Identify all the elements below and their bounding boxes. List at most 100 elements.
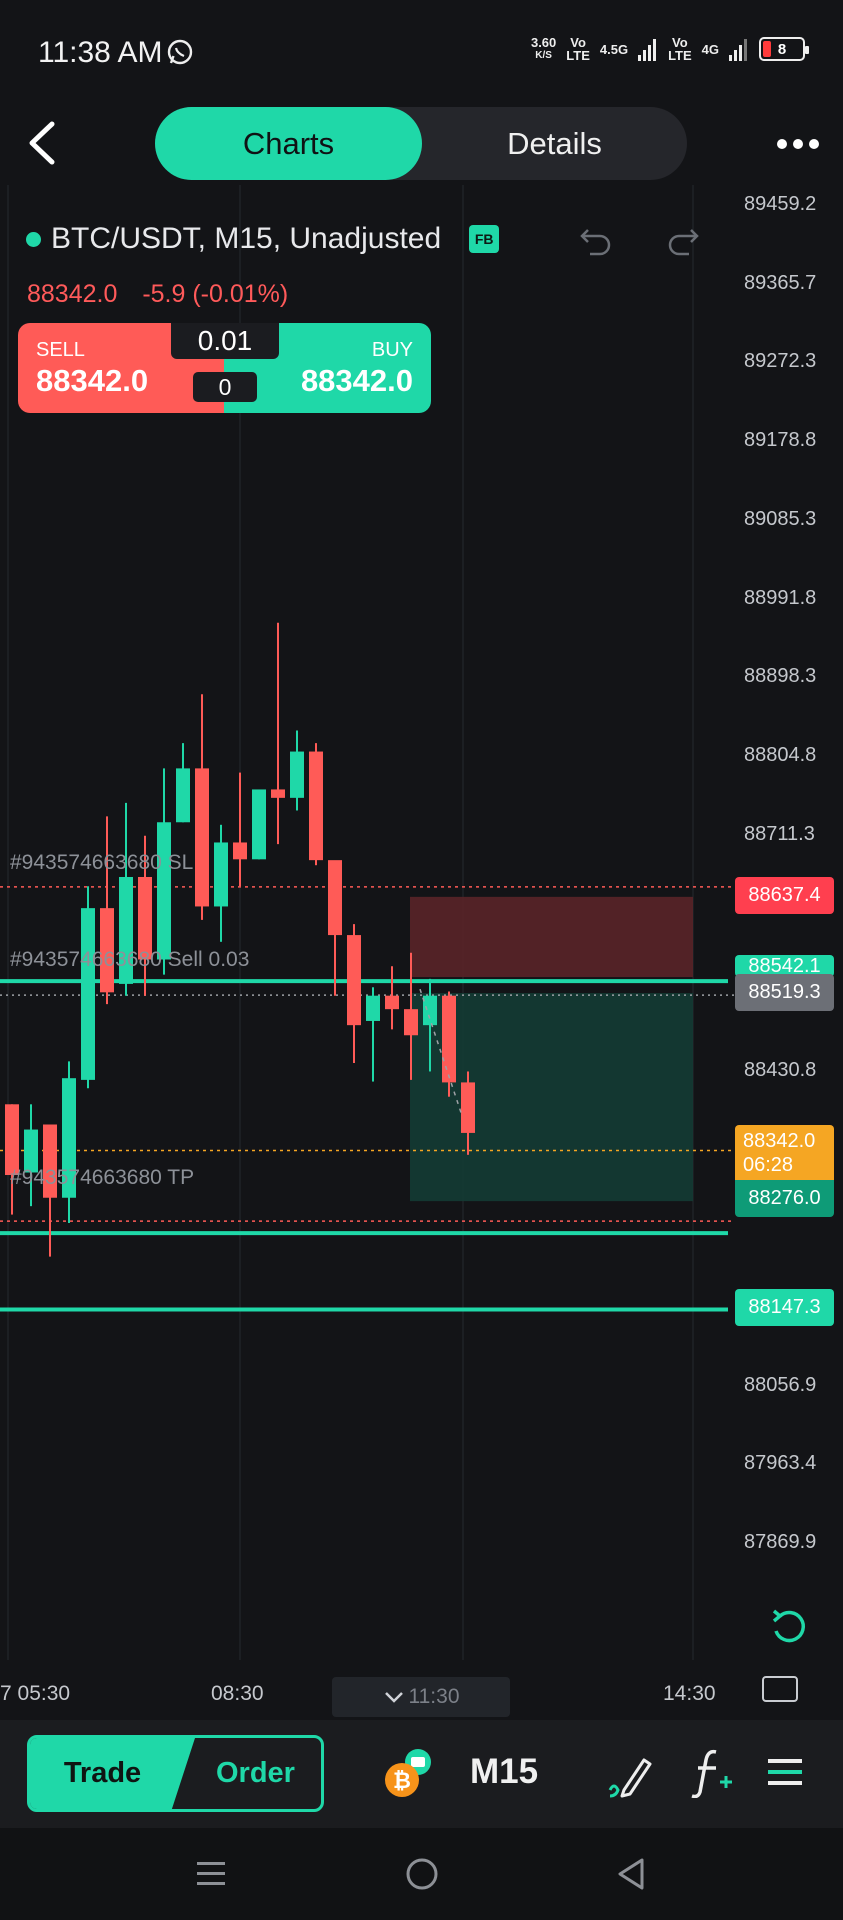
- buy-price: 88342.0: [300, 363, 413, 398]
- take-profit-zone: [410, 993, 693, 1202]
- sim2-label: Vo LTE: [668, 35, 692, 63]
- home-icon[interactable]: [404, 1856, 440, 1892]
- sl-price-tag: 88637.4: [735, 877, 834, 914]
- order-connector-line: [419, 988, 463, 1116]
- trade-button[interactable]: Trade: [30, 1738, 195, 1809]
- bottom-toolbar: Trade Order ₿ M15: [0, 1720, 843, 1828]
- tab-charts[interactable]: Charts: [155, 107, 422, 180]
- bar-countdown: 06:28: [743, 1154, 794, 1176]
- back-icon[interactable]: [614, 1856, 648, 1892]
- candle-body: [271, 789, 285, 798]
- line-price-tag: 88147.3: [735, 1289, 834, 1326]
- signal-icon: [729, 39, 747, 61]
- spread-value: 0: [193, 372, 257, 402]
- candle-body: [347, 935, 361, 1026]
- crosshair-price-tag: 88519.3: [735, 974, 834, 1011]
- current-time-marker: 11:30: [332, 1677, 510, 1717]
- candle-body: [328, 860, 342, 936]
- candle-body: [100, 908, 114, 993]
- bitcoin-coin-icon[interactable]: ₿: [382, 1748, 434, 1800]
- candle-body: [290, 751, 304, 798]
- symbol-header[interactable]: BTC/USDT, M15, Unadjusted FB: [26, 222, 500, 256]
- sell-label: SELL: [36, 339, 85, 361]
- whatsapp-icon: [167, 39, 193, 65]
- fullscreen-icon[interactable]: [762, 1676, 798, 1702]
- price-axis-label: 89272.3: [744, 350, 817, 373]
- price-axis-label: 89459.2: [744, 193, 817, 215]
- time-axis-label: 14:30: [663, 1682, 716, 1705]
- candle-body: [309, 751, 323, 861]
- more-horizontal-icon[interactable]: [776, 130, 820, 158]
- entry-order-label[interactable]: #943574663680 Sell 0.03: [10, 948, 250, 971]
- quote-row: 88342.0 -5.9 (-0.01%): [27, 280, 288, 309]
- candle-body: [404, 1009, 418, 1036]
- last-price: 88342.0: [27, 280, 118, 308]
- market-status-dot: [26, 231, 41, 247]
- timeframe-selector[interactable]: M15: [470, 1752, 539, 1791]
- current-time-label: 11:30: [408, 1685, 460, 1708]
- candle-body: [442, 995, 456, 1083]
- network-speed: 3.60 K/S: [530, 35, 557, 61]
- draw-pen-icon[interactable]: [606, 1750, 656, 1800]
- reset-chart-icon[interactable]: [766, 1605, 810, 1649]
- buy-label: BUY: [371, 339, 413, 361]
- svg-text:₿: ₿: [393, 1769, 411, 1794]
- battery-icon: 8: [759, 37, 809, 61]
- price-axis-label: 88430.8: [744, 1058, 817, 1081]
- status-time: 11:38 AM: [38, 36, 163, 69]
- tp-price-tag: 88276.0: [735, 1180, 834, 1217]
- price-axis-label: 88711.3: [744, 822, 815, 845]
- candle-body: [81, 908, 95, 1080]
- candle-body: [5, 1104, 19, 1176]
- sell-price: 88342.0: [36, 363, 149, 398]
- price-axis-label: 88056.9: [744, 1373, 817, 1396]
- system-nav-bar: [0, 1828, 843, 1920]
- stop-loss-zone: [410, 896, 693, 978]
- price-change: -5.9 (-0.01%): [142, 280, 289, 308]
- tab-details[interactable]: Details: [507, 125, 602, 161]
- candle-body: [423, 995, 437, 1026]
- candle-body: [24, 1129, 38, 1173]
- status-bar: 11:38 AM 3.60 K/S Vo LTE 4.5G Vo LTE 4G: [0, 0, 843, 105]
- chevron-down-icon: [384, 1692, 403, 1703]
- candle-body: [195, 768, 209, 907]
- redo-icon[interactable]: [665, 222, 701, 258]
- price-axis-label: 87869.9: [744, 1530, 817, 1553]
- symbol-name: BTC/USDT, M15, Unadjusted: [51, 222, 442, 255]
- candle-body: [119, 876, 133, 984]
- time-axis-label: 7 05:30: [0, 1682, 71, 1705]
- function-add-icon[interactable]: [690, 1746, 734, 1798]
- sim1-label: Vo LTE: [566, 35, 590, 63]
- price-axis-label: 89365.7: [744, 271, 817, 294]
- candle-body: [461, 1082, 475, 1133]
- price-axis-label: 88991.8: [744, 586, 817, 609]
- candle-body: [157, 822, 171, 960]
- sim1-network: 4.5G: [599, 41, 629, 57]
- lot-size-input[interactable]: 0.01: [171, 323, 279, 359]
- order-button[interactable]: Order: [216, 1757, 295, 1789]
- candle-body: [138, 876, 152, 960]
- status-indicators: 3.60 K/S Vo LTE 4.5G Vo LTE 4G 8: [530, 35, 809, 63]
- undo-icon[interactable]: [578, 222, 614, 258]
- candle-body: [385, 995, 399, 1010]
- sim2-network: 4G: [701, 41, 719, 57]
- fb-badge: FB: [469, 225, 500, 253]
- price-axis-label: 88898.3: [744, 665, 817, 688]
- tp-order-label[interactable]: #943574663680 TP: [10, 1166, 195, 1189]
- candle-body: [366, 995, 380, 1021]
- sl-order-label[interactable]: #943574663680 SL: [10, 851, 194, 874]
- current-price-value: 88342.0: [743, 1130, 816, 1152]
- back-chevron-icon[interactable]: [22, 118, 62, 168]
- candle-body: [43, 1124, 57, 1198]
- price-axis-label: 89178.8: [744, 429, 817, 452]
- hamburger-menu-icon[interactable]: [766, 1756, 804, 1788]
- price-axis-label: 87963.4: [744, 1452, 817, 1475]
- candle-body: [252, 789, 266, 860]
- price-axis-label: 88804.8: [744, 743, 817, 766]
- entry-price-tag: 88542.1: [735, 955, 834, 977]
- candlestick-chart[interactable]: [0, 185, 843, 1715]
- signal-icon: [638, 39, 657, 61]
- candle-body: [176, 768, 190, 823]
- candle-body: [214, 842, 228, 907]
- recents-icon[interactable]: [195, 1856, 227, 1892]
